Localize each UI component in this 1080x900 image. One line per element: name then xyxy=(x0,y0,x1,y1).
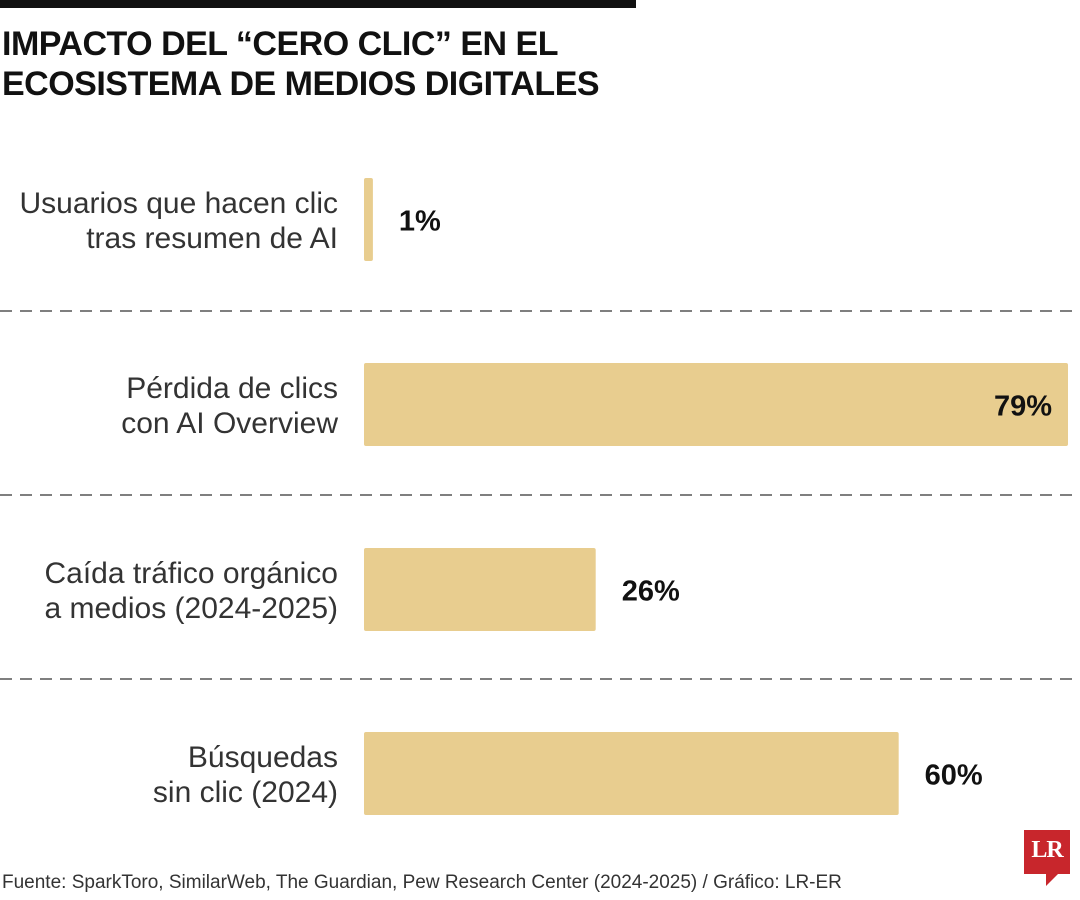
lr-logo-box xyxy=(1024,830,1070,874)
category-label-line: tras resumen de AI xyxy=(86,222,338,255)
category-label-line: a medios (2024-2025) xyxy=(44,592,338,625)
source-note: Fuente: SparkToro, SimilarWeb, The Guard… xyxy=(2,872,842,893)
value-label: 1% xyxy=(399,206,441,238)
chart-title: IMPACTO DEL “CERO CLIC” EN EL ECOSISTEMA… xyxy=(2,24,702,104)
category-label: Usuarios que hacen clic tras resumen de A… xyxy=(19,187,338,255)
value-label: 79% xyxy=(994,391,1052,423)
category-label: Búsquedas sin clic (2024) xyxy=(153,741,338,809)
lr-logo-tail xyxy=(1046,874,1058,886)
category-label-line: con AI Overview xyxy=(121,407,338,440)
chart-title-line-1: IMPACTO DEL “CERO CLIC” EN EL xyxy=(2,25,558,63)
category-label-line: Búsquedas xyxy=(188,741,338,774)
category-label-line: Caída tráfico orgánico xyxy=(45,557,339,590)
value-label: 60% xyxy=(925,760,983,792)
category-label-line: Usuarios que hacen clic xyxy=(19,187,338,220)
bar xyxy=(364,732,899,815)
category-label-line: sin clic (2024) xyxy=(153,776,338,809)
chart-title-line-2: ECOSISTEMA DE MEDIOS DIGITALES xyxy=(2,65,600,103)
bar xyxy=(364,178,373,261)
bar-chart: Usuarios que hacen clic tras resumen de A… xyxy=(0,178,1080,815)
lr-logo: LR xyxy=(1024,830,1070,886)
bar xyxy=(364,548,596,631)
category-label: Caída tráfico orgánico a medios (2024-202… xyxy=(44,557,338,625)
top-rule xyxy=(0,0,636,8)
category-label: Pérdida de clics con AI Overview xyxy=(121,372,338,440)
value-label: 26% xyxy=(622,576,680,608)
lr-logo-text: LR xyxy=(1031,837,1063,863)
category-label-line: Pérdida de clics xyxy=(126,372,338,405)
bar xyxy=(364,363,1068,446)
